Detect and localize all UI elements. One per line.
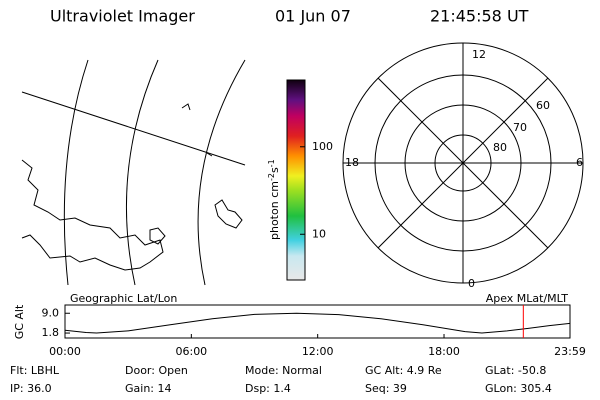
coastline — [149, 227, 166, 245]
label-part: photon cm — [268, 181, 281, 240]
polar-grid — [342, 42, 584, 284]
island — [181, 103, 191, 111]
island — [214, 199, 243, 229]
status-field: Gain: 14 — [125, 382, 172, 395]
altitude-line — [64, 312, 571, 334]
status-field: Mode: Normal — [245, 364, 322, 377]
x-tick-label: 00:00 — [49, 345, 81, 358]
mlat-label: 80 — [493, 141, 507, 154]
mlt-label: 12 — [472, 48, 486, 61]
status-field: Flt: LBHL — [10, 364, 60, 377]
mlt-label: 18 — [345, 156, 359, 169]
y-tick-label: 1.8 — [42, 326, 60, 339]
label-sup: -2 — [267, 173, 276, 181]
status-field: IP: 36.0 — [10, 382, 52, 395]
map-line — [63, 59, 89, 286]
time: 21:45:58 UT — [430, 7, 529, 26]
colorbar — [286, 79, 306, 281]
status-field: GLat: -50.8 — [485, 364, 546, 377]
polar-label: Apex MLat/MLT — [486, 292, 569, 305]
mlat-label: 70 — [513, 121, 527, 134]
mlt-label: 6 — [576, 156, 583, 169]
x-tick-label: 18:00 — [428, 345, 460, 358]
plot-frame — [64, 304, 571, 339]
island — [206, 152, 213, 157]
status-field: Seq: 39 — [365, 382, 407, 395]
date: 01 Jun 07 — [275, 7, 351, 26]
y-tick-label: 9.0 — [42, 306, 60, 319]
map-label: Geographic Lat/Lon — [70, 292, 177, 305]
status-field: Door: Open — [125, 364, 188, 377]
status-field: GC Alt: 4.9 Re — [365, 364, 442, 377]
y-axis-label: GC Alt — [13, 304, 26, 339]
title: Ultraviolet Imager — [50, 7, 195, 26]
map-line — [126, 59, 159, 286]
map — [21, 59, 246, 286]
map-line — [21, 91, 246, 166]
coastline — [21, 159, 164, 271]
mlat-label: 60 — [536, 99, 550, 112]
spoke — [377, 77, 549, 249]
label-part: s — [268, 167, 281, 173]
colorbar-tick-label: 100 — [312, 140, 333, 153]
status-field: GLon: 305.4 — [485, 382, 552, 395]
status-field: Dsp: 1.4 — [245, 382, 291, 395]
x-tick-label: 23:59 — [554, 345, 586, 358]
x-tick-label: 06:00 — [175, 345, 207, 358]
colorbar-label: photon cm-2s-1 — [267, 159, 282, 240]
x-tick-label: 12:00 — [302, 345, 334, 358]
label-sup: -1 — [267, 159, 276, 167]
map-line — [197, 59, 246, 286]
mlt-label: 0 — [468, 277, 475, 290]
colorbar-tick-label: 10 — [312, 227, 326, 240]
